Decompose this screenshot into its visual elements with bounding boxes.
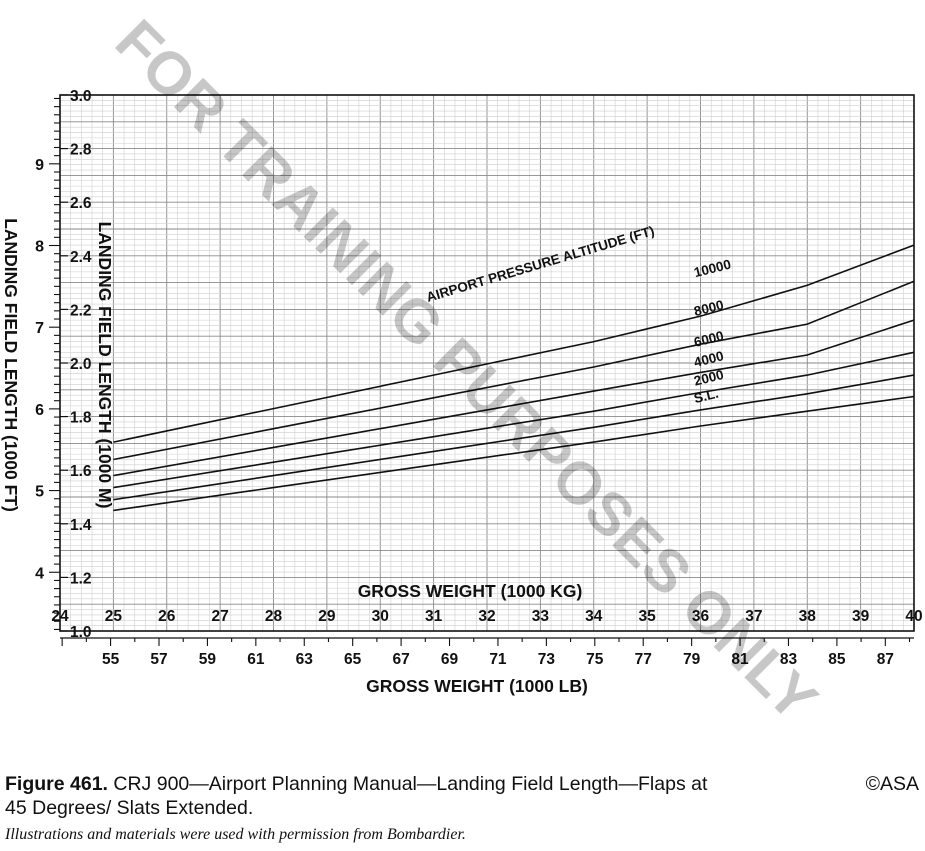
y-left-tick-label: 8: [35, 239, 44, 256]
y-right-tick-label: 2.6: [70, 195, 92, 212]
x-secondary-tick-label: 77: [635, 651, 652, 668]
y-right-tick-label: 2.4: [70, 249, 92, 266]
x-primary-tick-label: 27: [212, 608, 229, 625]
figure-number: Figure 461.: [5, 773, 108, 795]
x-secondary-tick-label: 57: [150, 651, 167, 668]
caption-text-line2: 45 Degrees/ Slats Extended.: [5, 797, 254, 819]
x-primary-tick-label: 35: [639, 608, 657, 625]
x-secondary-tick-label: 69: [441, 651, 459, 668]
x-primary-tick-label: 30: [372, 608, 389, 625]
x-secondary-tick-label: 55: [102, 651, 120, 668]
x-secondary-tick-label: 83: [780, 651, 798, 668]
series-label-2000: 2000: [692, 367, 725, 389]
y-right-tick-label: 3.0: [70, 88, 92, 105]
x-secondary-tick-label: 71: [489, 651, 507, 668]
y-right-tick-label: 2.2: [70, 302, 92, 319]
y-left-axis-label: LANDING FIELD LENGTH (1000 FT): [1, 218, 21, 512]
x-primary-tick-label: 37: [745, 608, 762, 625]
caption-text-line1: CRJ 900—Airport Planning Manual—Landing …: [113, 773, 708, 795]
y-left-tick-label: 6: [35, 402, 44, 419]
x-secondary-tick-label: 67: [392, 651, 409, 668]
x-primary-tick-label: 33: [532, 608, 550, 625]
x-primary-axis-label: GROSS WEIGHT (1000 KG): [358, 581, 583, 601]
y-right-tick-label: 1.8: [70, 410, 92, 427]
y-right-tick-label: 2.0: [70, 356, 92, 373]
credit-line: Illustrations and materials were used wi…: [5, 826, 466, 843]
x-secondary-tick-label: 85: [828, 651, 846, 668]
x-secondary-axis-label: GROSS WEIGHT (1000 LB): [366, 676, 588, 696]
x-primary-tick-label: 25: [105, 608, 123, 625]
y-left-tick-label: 9: [35, 157, 44, 174]
x-primary-tick-label: 29: [318, 608, 336, 625]
series-line-6000: [113, 319, 915, 477]
x-secondary-tick-label: 65: [344, 651, 362, 668]
series-label-4000: 4000: [692, 348, 725, 370]
series-label-S.L.: S.L.: [692, 386, 720, 407]
y-right-tick-label: 1.6: [70, 463, 92, 480]
y-right-tick-label: 2.8: [70, 142, 92, 159]
copyright-notice: ©ASA: [865, 773, 919, 795]
x-primary-tick-label: 36: [692, 608, 710, 625]
x-primary-tick-label: 34: [585, 608, 603, 625]
x-secondary-tick-label: 87: [877, 651, 894, 668]
x-primary-tick-label: 40: [905, 608, 922, 625]
x-primary-tick-label: 38: [799, 608, 817, 625]
y-right-tick-label: 1.0: [70, 624, 92, 641]
x-primary-tick-label: 31: [425, 608, 443, 625]
x-primary-tick-label: 39: [852, 608, 870, 625]
series-line-10000: [113, 244, 915, 443]
y-left-tick-label: 7: [35, 320, 44, 337]
y-left-tick-label: 5: [35, 484, 44, 501]
series-line-S.L.: [113, 395, 915, 512]
x-secondary-tick-label: 81: [731, 651, 749, 668]
x-secondary-tick-label: 59: [199, 651, 217, 668]
series-label-8000: 8000: [692, 297, 725, 319]
y-right-tick-label: 1.4: [70, 517, 92, 534]
y-right-tick-label: 1.2: [70, 570, 92, 587]
figure-caption: Figure 461. CRJ 900—Airport Planning Man…: [5, 772, 923, 820]
series-line-4000: [113, 351, 915, 489]
y-right-axis-label: LANDING FIELD LENGTH (1000 M): [95, 222, 115, 509]
x-primary-tick-label: 26: [158, 608, 176, 625]
x-secondary-tick-label: 73: [538, 651, 556, 668]
series-label-10000: 10000: [692, 257, 732, 281]
x-secondary-tick-label: 63: [296, 651, 314, 668]
x-secondary-tick-label: 79: [683, 651, 701, 668]
series-line-8000: [113, 280, 915, 461]
x-primary-tick-label: 28: [265, 608, 283, 625]
series-line-2000: [113, 374, 915, 501]
x-primary-tick-label: 32: [478, 608, 495, 625]
x-primary-tick-label: 24: [51, 608, 69, 625]
x-secondary-tick-label: 75: [586, 651, 604, 668]
y-left-tick-label: 4: [35, 565, 44, 582]
x-secondary-tick-label: 61: [247, 651, 265, 668]
